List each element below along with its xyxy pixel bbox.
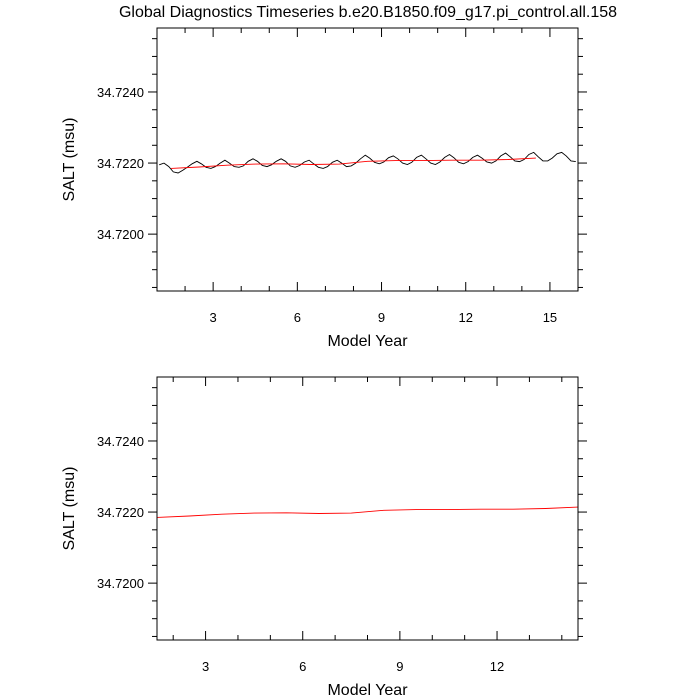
bottom-ticks xyxy=(148,377,587,640)
top-y-axis-label: SALT (msu) xyxy=(61,118,78,202)
bottom-x-tick-label: 12 xyxy=(490,659,504,674)
top-x-tick-label: 3 xyxy=(210,310,217,325)
top-y-tick-label: 34.7200 xyxy=(97,227,144,242)
figure-title: Global Diagnostics Timeseries b.e20.B185… xyxy=(119,4,617,21)
top-series-annual-line xyxy=(170,157,536,169)
top-ticks xyxy=(148,28,587,291)
top-series-monthly-line xyxy=(159,151,576,174)
bottom-tick-labels: 3 6 9 12 34.7200 34.7220 34.7240 xyxy=(97,434,504,674)
bottom-y-tick-label: 34.7240 xyxy=(97,434,144,449)
top-series-layer xyxy=(159,151,576,174)
top-x-tick-label: 12 xyxy=(458,310,472,325)
bottom-x-tick-label: 3 xyxy=(202,659,209,674)
top-y-tick-label: 34.7240 xyxy=(97,85,144,100)
bottom-series-layer xyxy=(156,506,579,518)
bottom-y-tick-label: 34.7220 xyxy=(97,505,144,520)
top-plot-frame xyxy=(156,27,579,292)
top-x-axis-label: Model Year xyxy=(327,333,408,350)
top-y-tick-label: 34.7220 xyxy=(97,156,144,171)
top-tick-labels: 3 6 9 12 15 34.7200 34.7220 34.7240 xyxy=(97,85,557,325)
bottom-x-tick-label: 6 xyxy=(299,659,306,674)
bottom-x-tick-label: 9 xyxy=(396,659,403,674)
bottom-plot-frame xyxy=(156,376,579,641)
top-x-tick-label: 6 xyxy=(294,310,301,325)
bottom-y-tick-label: 34.7200 xyxy=(97,576,144,591)
bottom-series-annual-line xyxy=(156,506,579,518)
bottom-panel: 3 6 9 12 34.7200 34.7220 34.7240 Model Year SA… xyxy=(61,376,587,699)
bottom-x-axis-label: Model Year xyxy=(327,682,408,699)
top-x-tick-label: 15 xyxy=(543,310,557,325)
top-x-tick-label: 9 xyxy=(378,310,385,325)
bottom-y-axis-label: SALT (msu) xyxy=(61,467,78,551)
